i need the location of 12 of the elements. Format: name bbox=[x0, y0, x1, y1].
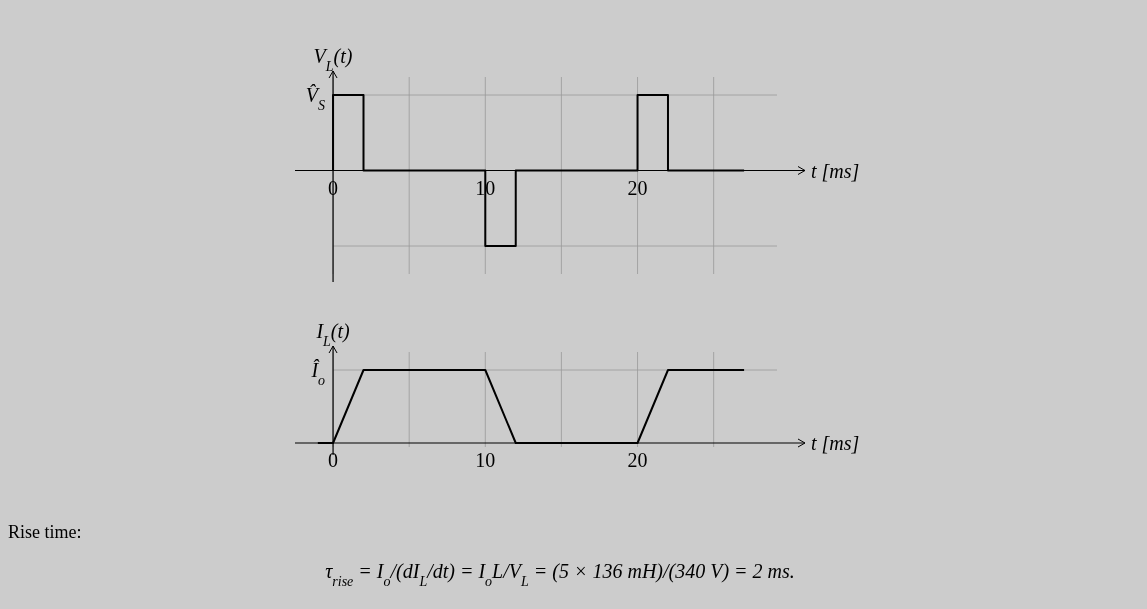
y-axis-title: I$_{L}$(t) bbox=[315, 320, 351, 349]
text: Rise time: bbox=[8, 522, 82, 542]
x-tick-label: 20 bbox=[627, 176, 648, 199]
text: τ$_{rise}$ = I$_{o}$/(dI$_{L}$/dt) = I$_{o}$L/V$_{L}$ = (5 × 136 mH)/(340 V) = 2 ms. bbox=[325, 560, 795, 589]
x-axis-title: t [ms] bbox=[811, 159, 860, 182]
x-tick-label: 10 bbox=[475, 449, 496, 471]
x-axis-title: t [ms] bbox=[811, 432, 860, 454]
annotation: V̂$_{S}$ bbox=[305, 83, 326, 113]
y-axis-title: V$_{L}$(t) bbox=[313, 45, 353, 74]
annotation: Î$_{o}$ bbox=[310, 359, 326, 388]
x-tick-label: 20 bbox=[627, 449, 648, 471]
x-tick-label: 0 bbox=[328, 449, 339, 471]
